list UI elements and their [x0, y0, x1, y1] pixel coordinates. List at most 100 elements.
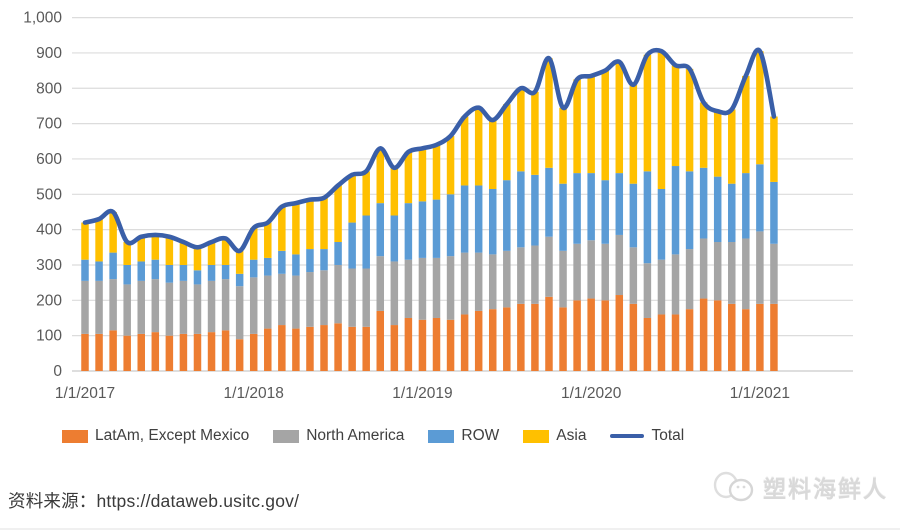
bar-segment-row [474, 185, 483, 253]
legend-color-swatch [523, 429, 550, 443]
bar-segment-latam-except-mexico [432, 317, 441, 371]
page-divider [0, 528, 900, 530]
bar-segment-asia [179, 242, 188, 265]
bar-segment-north-america [306, 272, 314, 327]
bar-segment-row [165, 264, 174, 283]
bar-segment-north-america [151, 279, 160, 333]
legend-item-north-america: North America [273, 427, 404, 445]
bar-segment-asia [713, 111, 722, 177]
bar-segment-latam-except-mexico [587, 298, 595, 371]
bar-segment-north-america [264, 275, 272, 329]
bar-segment-row [334, 242, 342, 265]
bar-segment-asia [657, 51, 666, 189]
bar-segment-asia [573, 79, 581, 174]
bar-segment-row [559, 183, 567, 251]
bar-segment-row [404, 203, 413, 260]
bar-segment-latam-except-mexico [601, 300, 609, 371]
bar-segment-north-america [334, 264, 342, 324]
bar-segment-latam-except-mexico [770, 303, 778, 371]
bar-segment-asia [629, 84, 638, 184]
legend-item-row: ROW [428, 427, 499, 445]
bar-segment-asia [559, 107, 567, 184]
bar-segment-row [488, 188, 497, 255]
bar-segment-latam-except-mexico [334, 323, 342, 371]
bar-segment-asia [320, 197, 328, 250]
bar-segment-latam-except-mexico [531, 303, 539, 371]
chart-area: 0 100 200 300 400 500 600 700 800 900 1,000 1/1/201… [23, 10, 853, 402]
legend-label: Total [651, 427, 685, 444]
bar-segment-north-america [446, 256, 455, 320]
bar-segment-latam-except-mexico [123, 335, 131, 371]
bar-segment-latam-except-mexico [742, 309, 750, 371]
bar-segment-north-america [179, 280, 188, 334]
bar-segment-latam-except-mexico [81, 333, 89, 371]
bar-segment-latam-except-mexico [306, 326, 314, 371]
bar-segment-latam-except-mexico [629, 303, 638, 371]
bar-segment-north-america [376, 256, 385, 311]
bar-segment-asia [418, 148, 427, 202]
bar-segment-north-america [587, 240, 595, 299]
y-axis-tick-label: 900 [36, 45, 62, 62]
bar-segment-row [109, 252, 117, 280]
bar-segment-north-america [418, 257, 427, 320]
bar-segment-asia [699, 102, 708, 168]
bar-segment-latam-except-mexico [643, 317, 652, 371]
bar-segment-north-america [643, 263, 652, 318]
bar-segment-latam-except-mexico [235, 339, 244, 371]
bar-segment-row [376, 203, 385, 257]
bar-segment-north-america [235, 286, 244, 340]
bar-segment-asia [587, 75, 595, 174]
x-axis-tick-label: 1/1/2019 [392, 385, 452, 402]
bar-segment-asia [685, 68, 694, 172]
bar-segment-latam-except-mexico [460, 314, 469, 371]
bar-segment-north-america [657, 259, 666, 315]
bar-segment-asia [81, 222, 89, 260]
bar-segment-row [320, 249, 328, 271]
bar-segment-latam-except-mexico [278, 325, 286, 371]
bar-segment-latam-except-mexico [559, 307, 567, 371]
bar-segment-north-america [770, 243, 778, 304]
bar-segment-asia [249, 227, 258, 260]
x-axis-tick-label: 1/1/2017 [55, 385, 115, 402]
bar-segment-row [193, 270, 202, 285]
bar-segment-row [81, 259, 89, 281]
bar-segment-asia [531, 91, 539, 175]
bar-segment-north-america [278, 273, 286, 326]
bar-segment-north-america [292, 275, 300, 329]
total-line [82, 47, 777, 254]
bar-segment-asia [165, 236, 174, 265]
bar-segment-asia [390, 167, 399, 216]
bar-segment-row [671, 166, 680, 255]
y-axis-tick-label: 600 [36, 151, 62, 168]
bar-segment-asia [742, 75, 750, 174]
bar-segment-latam-except-mexico [756, 303, 764, 371]
bar-segment-north-america [362, 268, 370, 327]
bar-segment-asia [193, 247, 202, 271]
bar-segment-latam-except-mexico [545, 296, 553, 371]
legend-color-swatch [428, 429, 455, 443]
legend-item-asia: Asia [523, 427, 586, 445]
bar-segment-asia [95, 219, 103, 262]
bar-segment-row [362, 215, 370, 269]
bar-segment-row [601, 180, 609, 244]
bar-segment-north-america [742, 238, 750, 310]
bar-segment-row [235, 273, 244, 287]
legend-label: ROW [461, 427, 500, 444]
bar-segment-asia [756, 51, 764, 165]
bar-segment-asia [207, 242, 216, 265]
bar-segment-row [742, 173, 750, 239]
bar-segment-north-america [488, 254, 497, 310]
bar-segment-north-america [728, 242, 736, 304]
bar-segment-latam-except-mexico [728, 303, 736, 371]
bar-segment-row [390, 215, 399, 262]
bar-segment-north-america [474, 252, 483, 311]
bar-segment-latam-except-mexico [109, 330, 117, 371]
bar-segment-north-america [221, 279, 230, 331]
y-axis-tick-label: 1,000 [23, 10, 62, 27]
bar-segment-asia [460, 116, 469, 186]
bar-segment-row [615, 173, 624, 235]
bar-segment-latam-except-mexico [488, 309, 497, 371]
y-axis-tick-label: 100 [36, 328, 62, 345]
bar-segment-row [545, 167, 553, 237]
